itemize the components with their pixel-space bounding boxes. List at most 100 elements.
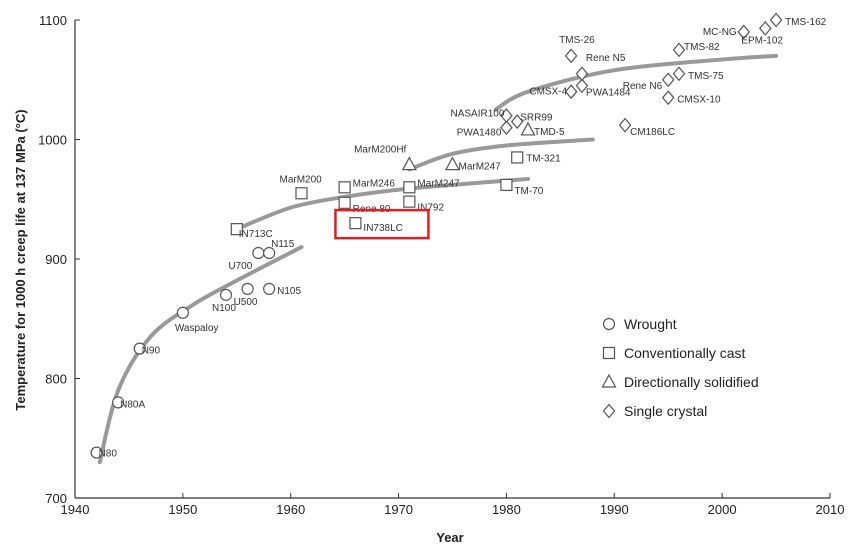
point-label: N80A [120,399,145,410]
point-label: TM-321 [526,153,561,164]
highlight-rectangle [334,208,430,240]
ds-marker [444,156,461,171]
cast-marker [403,195,416,208]
point-label: Waspaloy [175,323,219,334]
point-label: NASAIR100 [451,109,505,120]
wrought-marker [90,446,103,459]
x-tick-label: 1960 [276,502,305,517]
cast-marker [500,178,513,192]
trend-lines [97,53,779,465]
legend: Wrought Conventionally cast Directionally … [601,316,759,419]
point-label: N105 [277,286,301,297]
point-label: TM-70 [514,186,543,197]
point-label: SRR99 [520,113,553,124]
point-label: IN713C [239,229,273,240]
sx-marker [500,120,513,135]
wrought-marker [112,396,125,409]
point-label: TMS-26 [559,35,595,46]
wrought-marker [252,246,265,260]
point-label: TMS-162 [785,17,827,28]
point-label: TMS-75 [688,71,724,82]
cast-marker [338,181,351,194]
sx-marker [672,42,686,58]
point-label: MarM246 [353,178,396,189]
trend-line [97,245,304,465]
y-tick-label: 800 [45,372,67,387]
point-label: CMSX-4 [529,87,567,98]
x-tick-label: 2000 [708,502,737,517]
cast-marker [295,187,308,200]
sx-marker [737,24,751,40]
sx-marker [510,114,524,130]
sx-marker [575,66,589,82]
cast-marker [403,181,416,194]
sx-marker [575,78,589,94]
point-label: N100 [212,303,236,314]
wrought-marker [176,306,189,319]
ds-marker [401,156,417,171]
legend-wrought-marker [602,317,616,331]
cast-marker [338,196,351,209]
point-label: CM186LC [630,127,675,138]
sx-marker [564,48,578,64]
point-label: MarM247 [459,162,502,173]
point-label: U500 [234,297,258,308]
wrought-marker [263,282,276,295]
trend-line [407,137,595,172]
sx-marker [672,66,686,82]
y-tick-label: 1100 [39,13,67,28]
legend-cast-label: Conventionally cast [624,345,746,361]
y-tick-label: 900 [45,252,67,267]
sx-marker [661,72,675,88]
point-label: CMSX-10 [677,95,721,106]
highlight-box [334,208,430,240]
x-tick-label: 1950 [168,502,197,517]
cast-marker [230,223,243,236]
x-tick-label: 1970 [384,502,413,517]
point-label: PWA1484 [586,88,631,99]
point-label: Rene N5 [586,53,626,64]
plot-frame: 1940 1950 1960 1970 1980 1990 2000 2010 700 800 90… [38,13,844,517]
x-axis-title: Year [436,530,463,545]
point-label: IN738LC [363,223,402,234]
wrought-marker [263,246,276,260]
trend-line [234,176,530,232]
point-label: MarM247 [417,178,460,189]
ds-marker [520,121,536,136]
trend-line [493,53,779,112]
point-label: N80 [99,449,118,460]
point-label: MarM200 [280,174,323,185]
sx-marker [618,117,632,133]
legend-cast-marker [602,346,616,360]
legend-sx-marker [602,403,616,419]
point-label: N115 [271,239,295,250]
x-tick-label: 1980 [492,502,521,517]
legend-wrought-label: Wrought [624,316,677,332]
y-tick-label: 700 [45,491,67,506]
sx-marker [500,108,513,124]
sx-marker [564,84,578,100]
point-label: EPM-102 [741,35,783,46]
sx-marker [661,90,675,106]
sx-marker [769,12,783,28]
point-label: TMS-82 [684,42,720,53]
wrought-marker [241,282,254,295]
point-label: Rene N6 [623,81,663,92]
point-label: TMD-5 [534,127,565,138]
wrought-marker [133,342,146,355]
point-label: MC-NG [703,27,737,38]
y-tick-label: 1000 [38,133,67,148]
cast-marker [511,151,524,164]
x-tick-label: 1940 [61,502,90,517]
point-label: PWA1480 [457,128,502,139]
x-tick-label: 2010 [816,502,845,517]
point-label: U700 [228,261,252,272]
legend-ds-label: Directionally solidified [624,374,759,390]
y-axis-title: Temperature for 1000 h creep life at 137… [13,109,28,410]
wrought-marker [219,288,233,301]
legend-ds-marker [601,373,617,388]
x-tick-label: 1990 [600,502,629,517]
point-label: MarM200Hf [354,145,406,156]
